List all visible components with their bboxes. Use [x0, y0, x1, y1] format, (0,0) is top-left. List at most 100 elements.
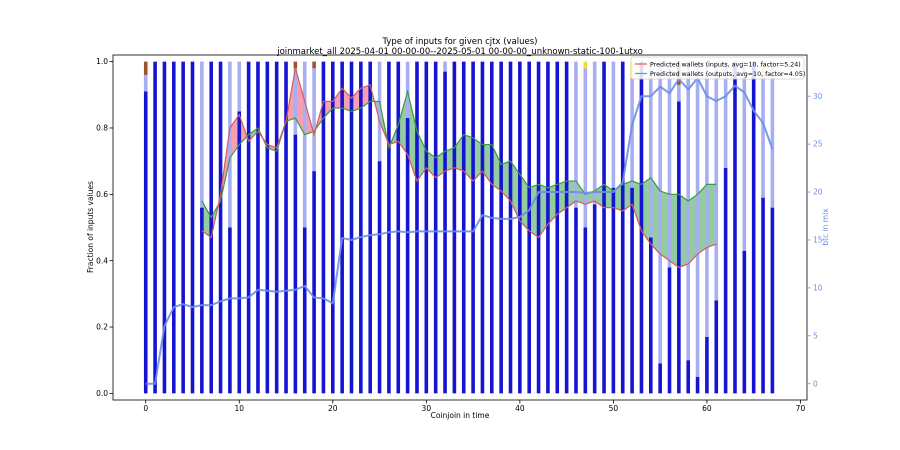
bar-fresh	[424, 61, 429, 394]
bar-fresh	[340, 61, 344, 394]
bar-fresh	[153, 61, 157, 394]
bar-fresh	[677, 101, 681, 394]
fill-between-segment	[445, 147, 455, 172]
x-tick-label: 50	[609, 404, 619, 413]
plot-frame	[112, 54, 808, 401]
bar-brown	[143, 61, 148, 75]
y-tick-label: 0.4	[96, 256, 108, 265]
y2-tick-label: 10	[813, 283, 823, 292]
bar-fresh	[658, 363, 662, 394]
fill-between-segment	[426, 151, 436, 178]
fill-between-segment	[463, 134, 474, 182]
bar-brown	[312, 61, 316, 69]
bar-fresh	[480, 61, 485, 394]
stacked-bars	[143, 61, 775, 394]
x-axis: 0 10 20 30 40 50 60 70	[143, 400, 805, 413]
bar-fresh	[461, 61, 466, 394]
fill-between-segment	[669, 194, 679, 268]
y-tick-label: 1.0	[96, 57, 108, 66]
fill-between-segment	[547, 184, 558, 225]
bar-fresh	[387, 61, 391, 394]
bar-fresh	[368, 61, 373, 394]
bar-fresh	[302, 227, 307, 394]
bar-fresh	[237, 111, 242, 394]
bar-fresh	[705, 336, 709, 394]
bar-fresh	[200, 207, 204, 394]
bar-fresh	[611, 187, 616, 394]
y-tick-label: 0.0	[96, 389, 108, 398]
bar-remix	[228, 61, 232, 228]
fill-between-segment	[351, 88, 361, 112]
bar-fresh	[265, 61, 270, 394]
fill-between-segment	[267, 144, 277, 152]
bar-remix	[237, 61, 242, 112]
bar-remix	[574, 61, 578, 208]
predicted-inputs-line	[201, 68, 717, 268]
btc-in-mix-series	[145, 76, 774, 385]
y2-tick-label: 0	[813, 379, 818, 388]
fill-between-segment	[622, 181, 633, 211]
fill-between-segment	[678, 194, 689, 268]
bar-fresh	[602, 61, 606, 394]
bar-remix	[143, 74, 148, 92]
bar-fresh	[527, 61, 532, 394]
bar-fresh	[246, 61, 251, 394]
fill-between-segment	[482, 144, 492, 185]
y2-tick-label: 25	[813, 140, 823, 149]
fill-between-segment	[585, 191, 595, 205]
bar-fresh	[415, 61, 419, 394]
fill-between-segment	[632, 181, 642, 231]
bar-fresh	[723, 167, 728, 394]
bar-fresh	[331, 61, 335, 394]
y2-tick-label: 30	[813, 92, 823, 101]
bar-fresh	[284, 61, 288, 394]
fill-between-segment	[566, 181, 576, 208]
legend-entry: Predicted wallets (inputs, avg=10, facto…	[650, 61, 801, 68]
bar-fresh	[433, 61, 438, 394]
y-axis-left: 0.0 0.2 0.4 0.6 0.8 1.0	[96, 57, 113, 398]
bar-fresh	[349, 61, 354, 394]
bar-remix	[611, 61, 616, 188]
bar-fresh	[695, 376, 700, 394]
bar-fresh	[396, 61, 401, 394]
fill-between-segment	[706, 184, 717, 248]
bar-fresh	[555, 61, 560, 394]
bar-fresh	[546, 61, 550, 394]
bar-fresh	[471, 61, 475, 394]
bar-fresh	[499, 61, 503, 394]
x-tick-label: 20	[328, 404, 338, 413]
bar-fresh	[190, 61, 195, 394]
fill-between-segment	[660, 191, 670, 261]
fill-between-segment	[201, 200, 212, 238]
fill-between-segment	[697, 184, 707, 255]
bar-brown	[293, 61, 298, 69]
bar-fresh	[742, 250, 747, 394]
y-tick-label: 0.6	[96, 190, 108, 199]
bar-remix	[677, 84, 681, 102]
fill-between-segment	[519, 174, 530, 231]
bar-fresh	[751, 61, 756, 394]
bar-remix	[667, 61, 672, 268]
bar-fresh	[518, 61, 522, 394]
legend: Predicted wallets (inputs, avg=10, facto…	[630, 56, 805, 80]
chart-title: Type of inputs for given cjtx (values)	[382, 37, 538, 47]
y-tick-label: 0.2	[96, 323, 108, 332]
bar-remix	[649, 61, 653, 238]
bar-fresh	[714, 300, 719, 394]
legend-box	[630, 56, 805, 80]
bar-fresh	[359, 61, 363, 394]
bar-remix	[312, 68, 316, 172]
fill-between-segment	[295, 68, 305, 135]
bar-fresh	[536, 61, 541, 394]
legend-entry: Predicted wallets (outputs, avg=10, fact…	[650, 71, 805, 78]
x-tick-label: 60	[702, 404, 712, 413]
bar-fresh	[686, 360, 691, 394]
fill-between-segment	[491, 144, 502, 192]
fill-between-segment	[688, 194, 698, 264]
x-tick-label: 40	[515, 404, 525, 413]
bar-remix	[293, 68, 298, 135]
y-tick-label: 0.8	[96, 124, 108, 133]
bar-gold	[583, 61, 588, 69]
bar-fresh	[256, 61, 260, 394]
